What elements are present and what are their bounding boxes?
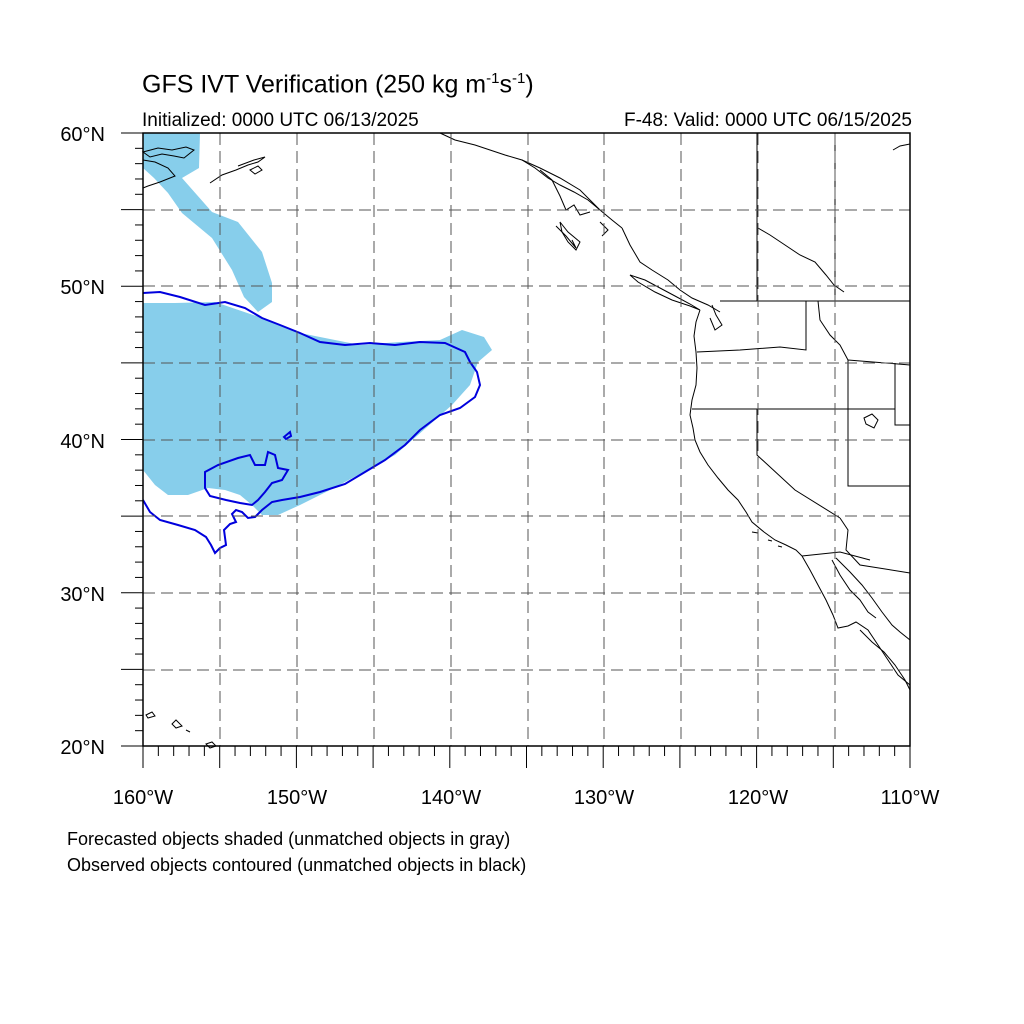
observed-objects — [142, 290, 482, 555]
coast-vancouver-island — [629, 274, 701, 311]
political-borders — [521, 133, 911, 574]
chart-title: GFS IVT Verification (250 kg m-1s-1) — [142, 70, 534, 99]
observed-contour-small — [282, 430, 293, 441]
forecast-objects — [143, 133, 492, 515]
coast-canada-east — [757, 143, 911, 293]
border-ca-nv — [756, 409, 841, 519]
coast-mexico-south — [859, 629, 911, 691]
legend-notes: Forecasted objects shaded (unmatched obj… — [67, 826, 526, 878]
axis-ticks — [121, 132, 911, 768]
coast-alaska-gulf — [439, 132, 623, 229]
lat-labels: 60°N 50°N 40°N 30°N 20°N — [60, 124, 105, 759]
lat-label-20: 20°N — [60, 737, 105, 759]
coast-channel-islands — [751, 531, 783, 548]
lat-label-40: 40°N — [60, 431, 105, 453]
border-mt-wy — [894, 363, 910, 426]
border-alaska-bc — [521, 159, 601, 211]
forecast-object-main — [143, 302, 492, 515]
observed-contour-inner — [204, 450, 290, 507]
note-forecast: Forecasted objects shaded (unmatched obj… — [67, 829, 511, 849]
lon-label-130w: 130°W — [574, 787, 634, 809]
lat-label-60: 60°N — [60, 124, 105, 146]
note-observed: Observed objects contoured (unmatched ob… — [67, 855, 527, 875]
coast-hawaii — [145, 711, 217, 749]
border-us-mexico — [801, 551, 871, 561]
lat-label-30: 30°N — [60, 584, 105, 606]
lat-label-50: 50°N — [60, 277, 105, 299]
coast-bc-haida — [559, 221, 581, 251]
coast-alaska-west — [141, 146, 195, 159]
coast-alaska-islands — [539, 169, 609, 249]
lon-label-120w: 120°W — [728, 787, 788, 809]
forecast-object-tail — [143, 133, 272, 312]
border-wa-or — [696, 301, 807, 353]
lon-label-150w: 150°W — [267, 787, 327, 809]
coast-mexico-mainland — [835, 557, 911, 641]
coast-puget — [709, 304, 723, 331]
border-id-mt — [847, 359, 911, 366]
coast-baja-east — [831, 559, 877, 619]
coast-bc-mainland — [621, 227, 721, 313]
coast-kodiak — [249, 165, 263, 175]
lon-labels: 160°W 150°W 140°W 130°W 120°W 110°W — [113, 787, 940, 809]
initialized-time: Initialized: 0000 UTC 06/13/2025 — [142, 110, 419, 131]
coast-great-salt-lake — [863, 413, 879, 429]
valid-time: F-48: Valid: 0000 UTC 06/15/2025 — [624, 110, 912, 131]
lat-lon-grid — [143, 133, 910, 746]
lon-label-110w: 110°W — [881, 787, 940, 809]
border-or-id — [817, 300, 849, 409]
coast-west-us — [689, 309, 803, 557]
coast-baja-west — [801, 555, 911, 686]
lon-label-160w: 160°W — [113, 787, 173, 809]
coast-alaska-west-2 — [142, 159, 176, 189]
observed-contour-main — [142, 290, 482, 555]
border-az — [839, 517, 911, 574]
coast-alaska-peninsula — [209, 156, 266, 184]
border-nv-ut — [847, 409, 910, 487]
lon-label-140w: 140°W — [421, 787, 481, 809]
